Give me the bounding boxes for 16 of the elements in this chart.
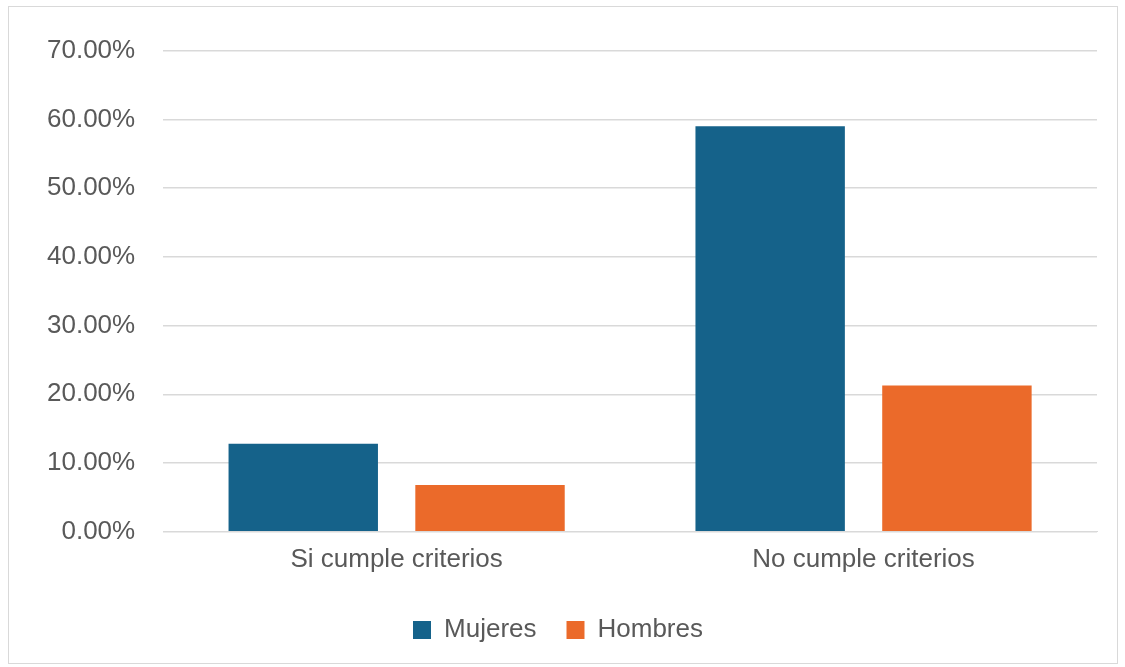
bar	[415, 485, 565, 532]
legend-label: Mujeres	[444, 613, 537, 644]
y-tick-label: 70.00%	[46, 33, 136, 64]
legend-label: Hombres	[597, 613, 703, 644]
y-tick-label: 50.00%	[46, 171, 136, 202]
y-tick-label: 0.00%	[61, 514, 136, 545]
bar	[228, 443, 378, 532]
y-tick-label: 40.00%	[46, 240, 136, 270]
y-tick-label: 10.00%	[46, 446, 136, 477]
y-tick-label: 30.00%	[46, 308, 136, 339]
x-tick-label: No cumple criterios	[752, 542, 975, 573]
y-tick-label: 60.00%	[46, 102, 136, 133]
x-tick-label: Si cumple criterios	[290, 542, 503, 573]
bar	[882, 385, 1032, 532]
y-tick-label: 20.00%	[46, 377, 136, 408]
bar	[695, 126, 845, 532]
